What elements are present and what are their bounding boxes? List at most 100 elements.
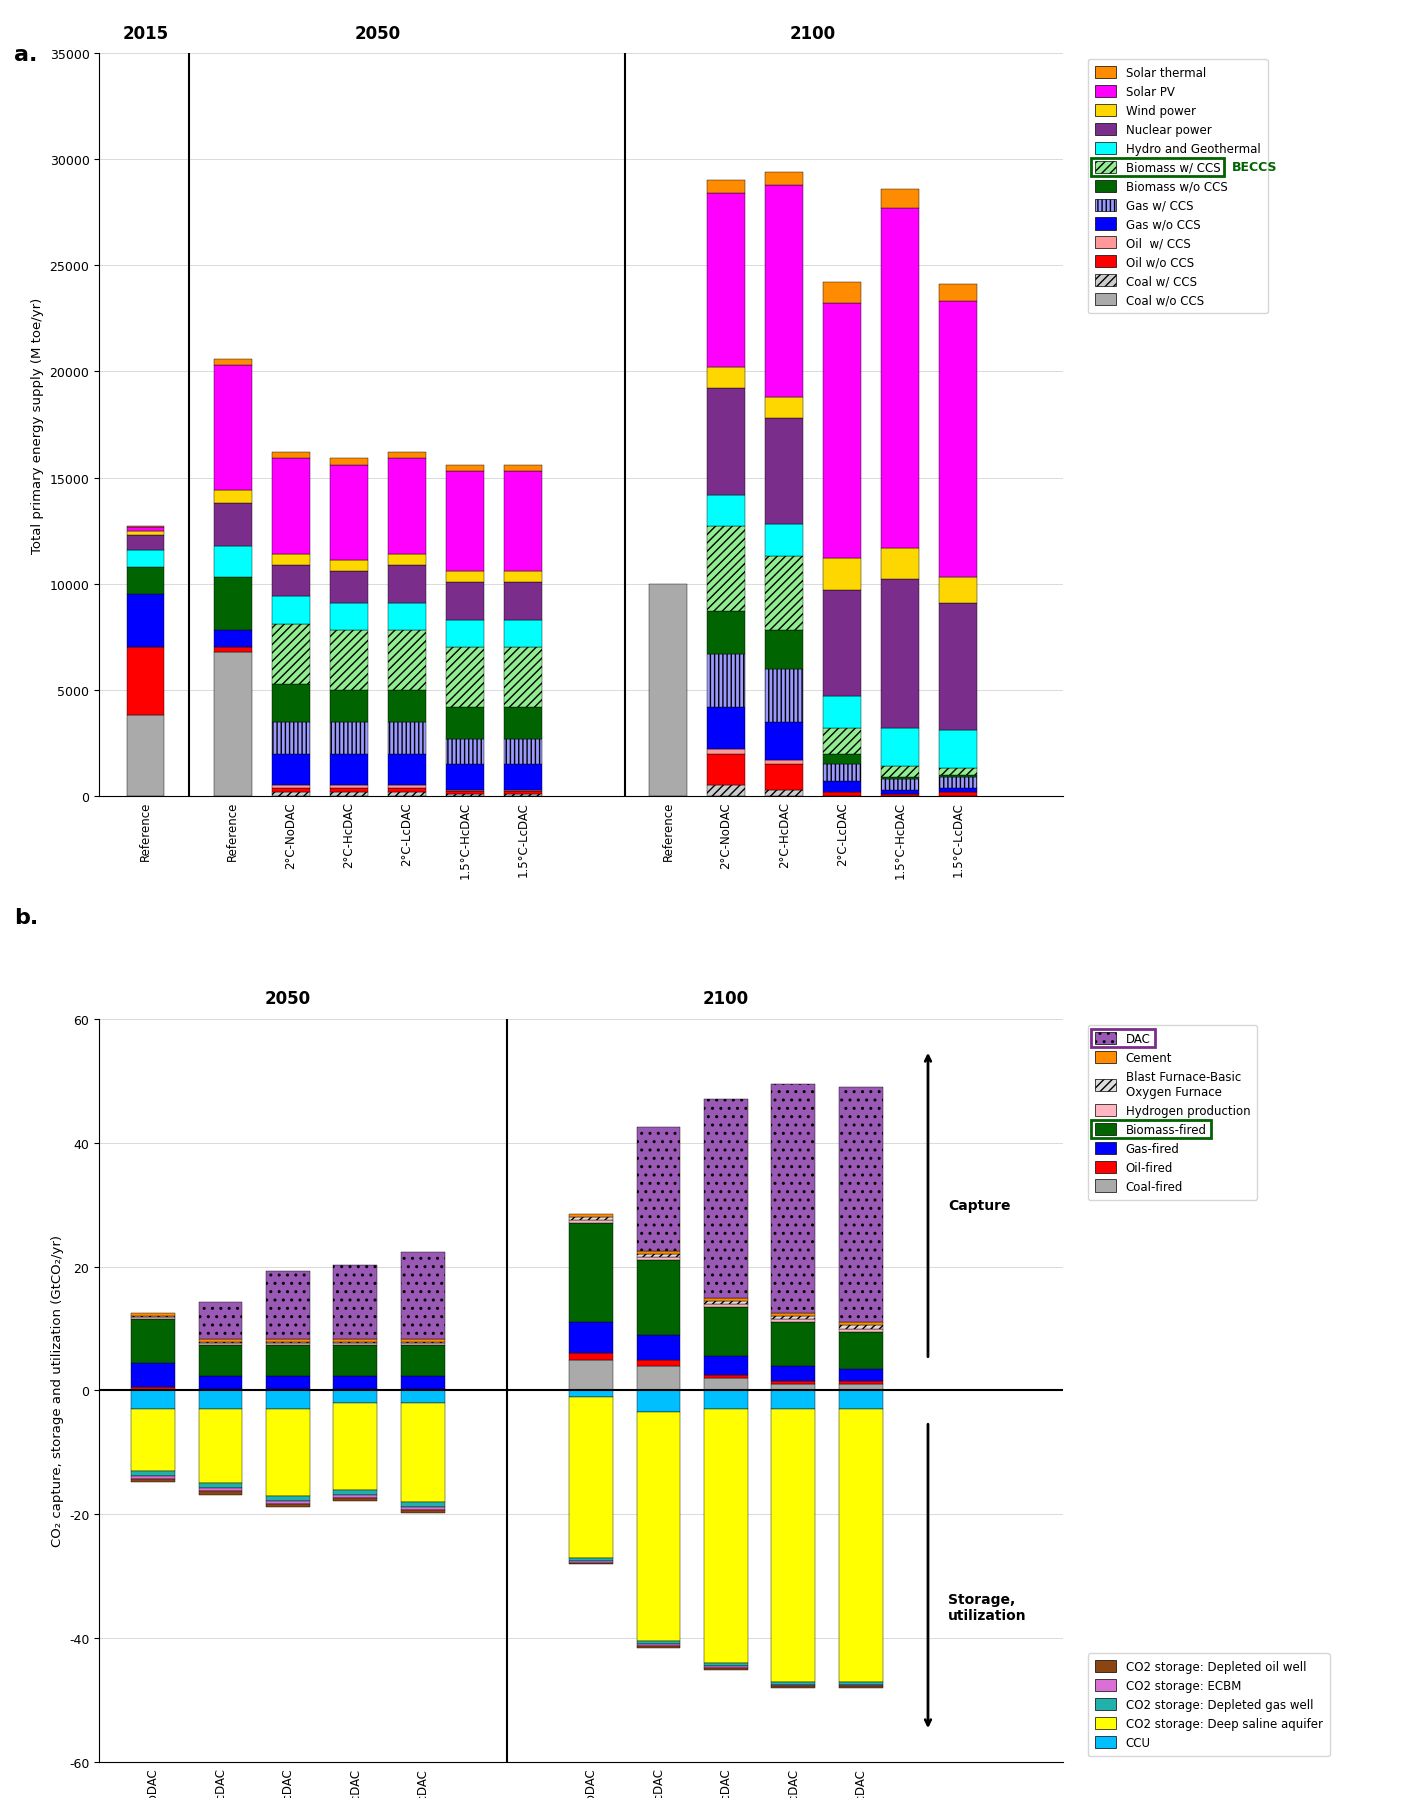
Bar [388, 753, 425, 786]
Bar [214, 647, 252, 653]
Bar [570, 1557, 614, 1561]
Bar [214, 503, 252, 547]
Bar [823, 753, 862, 764]
Bar [839, 1384, 883, 1390]
Bar [446, 795, 483, 797]
Bar [401, 1253, 445, 1340]
Bar [771, 1084, 815, 1313]
Bar [707, 494, 745, 527]
Bar [570, 1221, 614, 1224]
Bar [704, 1375, 748, 1379]
Bar [839, 1329, 883, 1332]
Bar [388, 788, 425, 793]
Bar [823, 282, 862, 304]
Bar [771, 1323, 815, 1366]
Bar [446, 739, 483, 764]
Bar [388, 453, 425, 458]
Bar [504, 647, 541, 707]
Bar [881, 777, 920, 780]
Bar [765, 397, 803, 419]
Bar [266, 1390, 310, 1410]
Bar [401, 1510, 445, 1514]
Bar [333, 1498, 377, 1501]
Bar [771, 1366, 815, 1381]
Bar [126, 529, 164, 532]
Bar [333, 1343, 377, 1345]
Bar [388, 556, 425, 565]
Text: b.: b. [14, 908, 38, 928]
Bar [333, 1390, 377, 1402]
Bar [765, 419, 803, 525]
Bar [330, 786, 367, 788]
Bar [504, 795, 541, 797]
Bar [704, 1390, 748, 1410]
Bar [704, 1669, 748, 1670]
Bar [388, 565, 425, 604]
Bar [649, 584, 687, 797]
Bar [570, 1217, 614, 1221]
Bar [881, 780, 920, 791]
Bar [132, 1476, 174, 1480]
Bar [765, 791, 803, 797]
Bar [823, 592, 862, 698]
Bar [570, 1562, 614, 1564]
Bar [333, 1377, 377, 1388]
Text: Storage,
utilization: Storage, utilization [948, 1593, 1027, 1622]
Bar [446, 620, 483, 647]
Bar [266, 1503, 310, 1507]
Bar [939, 775, 978, 777]
Bar [881, 191, 920, 209]
Bar [823, 782, 862, 793]
Bar [570, 1224, 614, 1323]
Bar [504, 572, 541, 583]
Bar [272, 597, 309, 624]
Text: 2050: 2050 [354, 25, 401, 43]
Bar [636, 1642, 680, 1645]
Bar [388, 690, 425, 723]
Bar [771, 1316, 815, 1320]
Bar [266, 1377, 310, 1388]
Bar [636, 1127, 680, 1251]
Text: 2100: 2100 [791, 25, 836, 43]
Bar [401, 1390, 445, 1402]
Bar [881, 791, 920, 795]
Bar [570, 1323, 614, 1354]
Bar [330, 788, 367, 793]
Bar [266, 1345, 310, 1377]
Bar [704, 1302, 748, 1304]
Bar [939, 577, 978, 604]
Bar [771, 1313, 815, 1316]
Bar [707, 753, 745, 786]
Bar [330, 458, 367, 466]
Bar [707, 388, 745, 494]
Bar [132, 1390, 174, 1410]
Bar [881, 768, 920, 777]
Bar [132, 1410, 174, 1471]
Bar [765, 631, 803, 669]
Bar [771, 1390, 815, 1410]
Bar [765, 173, 803, 185]
Bar [839, 1323, 883, 1325]
Y-axis label: Total primary energy supply (M toe/yr): Total primary energy supply (M toe/yr) [31, 297, 44, 554]
Bar [401, 1377, 445, 1388]
Bar [636, 1334, 680, 1359]
Bar [132, 1316, 174, 1318]
Bar [126, 550, 164, 568]
Bar [504, 583, 541, 620]
Bar [132, 1480, 174, 1482]
Bar [881, 728, 920, 768]
Bar [388, 458, 425, 556]
Bar [401, 1341, 445, 1343]
Bar [388, 631, 425, 690]
Bar [330, 631, 367, 690]
Text: 2100: 2100 [703, 989, 750, 1007]
Bar [132, 1320, 174, 1363]
Bar [839, 1687, 883, 1688]
Bar [126, 532, 164, 536]
Bar [636, 1257, 680, 1260]
Bar [446, 647, 483, 707]
Bar [704, 1298, 748, 1302]
Bar [570, 1214, 614, 1217]
Bar [704, 1379, 748, 1390]
Bar [330, 466, 367, 561]
